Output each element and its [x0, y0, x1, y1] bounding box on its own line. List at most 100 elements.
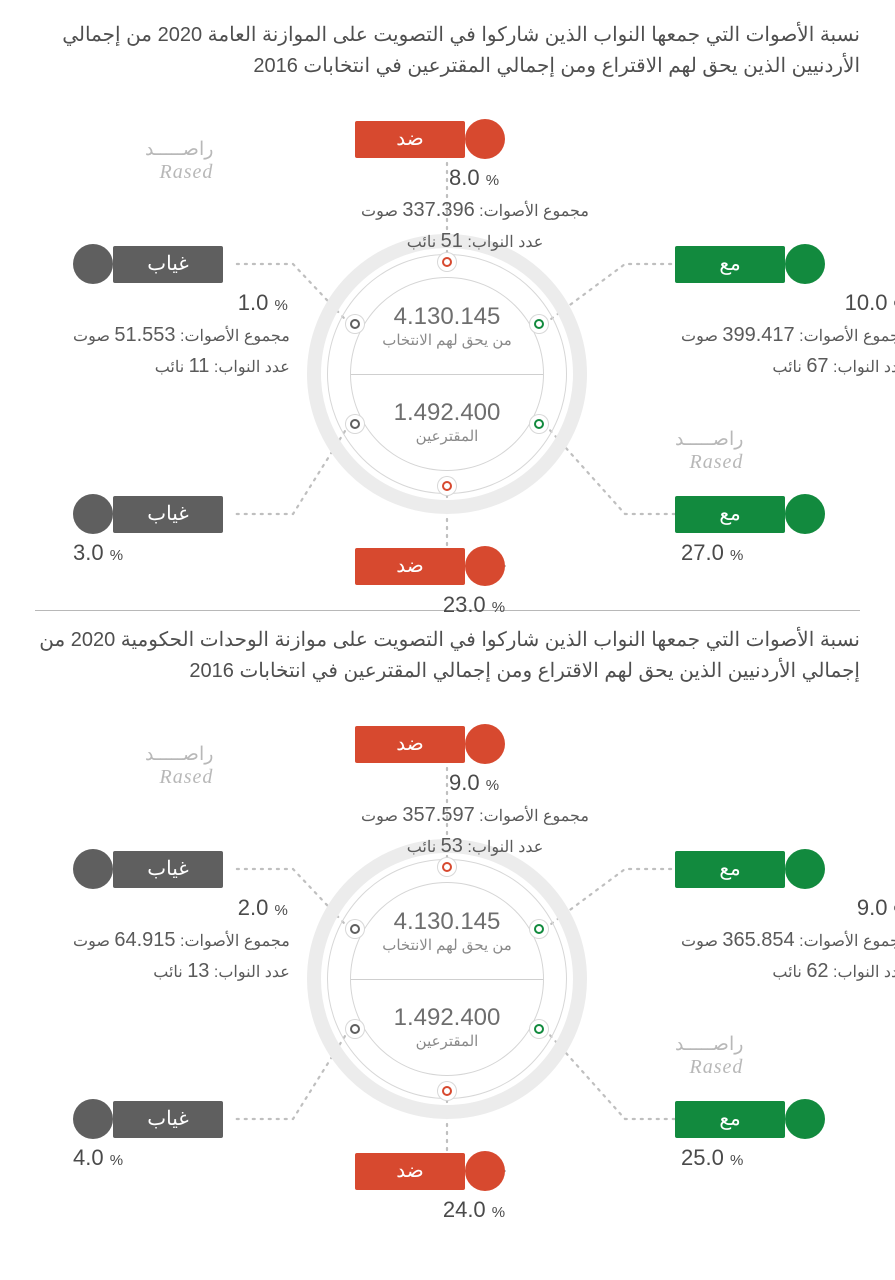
bottom-with-node: مع	[675, 494, 825, 534]
bottom-with-node: مع	[675, 1099, 825, 1139]
pill-label: مع	[719, 503, 740, 525]
top-absent-node: غياب	[73, 244, 223, 284]
with-pill: مع	[675, 246, 785, 283]
pill-label: ضد	[396, 1160, 423, 1182]
against-dot-icon	[465, 1151, 505, 1191]
mini-dot-icon	[346, 920, 364, 938]
top-against-node: ضد	[355, 724, 505, 764]
watermark-bottom: راصـــــد Rased	[675, 1034, 743, 1079]
pill-label: غياب	[147, 253, 188, 275]
against-deputies: عدد النواب: 53 نائب	[345, 831, 605, 862]
with-deputies: عدد النواب: 67 نائب	[681, 351, 895, 382]
absent-pill: غياب	[113, 246, 223, 283]
watermark-top: راصـــــد Rased	[145, 139, 213, 184]
absent-votes: مجموع الأصوات: 64.915 صوت	[73, 925, 290, 956]
pill-label: غياب	[147, 858, 188, 880]
with-dot-icon	[785, 1099, 825, 1139]
bottom-against-stats: 24.0 %	[345, 1193, 605, 1227]
against-pill: ضد	[355, 548, 465, 585]
bottom-with-stats: 27.0 %	[681, 536, 745, 570]
against-deputies: عدد النواب: 51 نائب	[345, 226, 605, 257]
pill-label: مع	[719, 858, 740, 880]
with-pill: مع	[675, 851, 785, 888]
against-pct: 8.0 %	[449, 161, 501, 195]
top-with-node: مع	[675, 244, 825, 284]
section-1: نسبة الأصوات التي جمعها النواب الذين شار…	[35, 625, 860, 1209]
with-pill: مع	[675, 1101, 785, 1138]
mini-dot-icon	[530, 315, 548, 333]
absent-dot-icon	[73, 244, 113, 284]
center-eligible: 4.130.145 من يحق لهم الانتخاب	[351, 883, 543, 979]
watermark-bottom: راصـــــد Rased	[675, 429, 743, 474]
absent-pct: 2.0 %	[238, 891, 290, 925]
with-pct: 27.0 %	[681, 536, 745, 570]
bottom-against-stats: 23.0 %	[345, 588, 605, 622]
section-0: نسبة الأصوات التي جمعها النواب الذين شار…	[35, 20, 860, 604]
top-against-stats: 9.0 % مجموع الأصوات: 357.597 صوت عدد الن…	[345, 766, 605, 862]
top-absent-stats: 2.0 % مجموع الأصوات: 64.915 صوت عدد النو…	[73, 891, 290, 987]
absent-dot-icon	[73, 494, 113, 534]
absent-dot-icon	[73, 849, 113, 889]
against-dot-icon	[465, 546, 505, 586]
bottom-absent-node: غياب	[73, 1099, 223, 1139]
pill-label: مع	[719, 253, 740, 275]
top-absent-stats: 1.0 % مجموع الأصوات: 51.553 صوت عدد النو…	[73, 286, 290, 382]
with-votes: مجموع الأصوات: 399.417 صوت	[681, 320, 895, 351]
absent-pct: 4.0 %	[73, 1141, 125, 1175]
absent-pill: غياب	[113, 851, 223, 888]
mini-dot-icon	[346, 315, 364, 333]
pill-label: غياب	[147, 503, 188, 525]
against-pill: ضد	[355, 1153, 465, 1190]
center-voters: 1.492.400 المقترعين	[351, 375, 543, 471]
bottom-against-node: ضد	[355, 1151, 505, 1191]
against-pct: 24.0 %	[443, 1193, 507, 1227]
against-votes: مجموع الأصوات: 357.597 صوت	[345, 800, 605, 831]
absent-pill: غياب	[113, 1101, 223, 1138]
against-dot-icon	[465, 724, 505, 764]
against-votes: مجموع الأصوات: 337.396 صوت	[345, 195, 605, 226]
with-pct: 10.0 %	[845, 286, 895, 320]
with-dot-icon	[785, 244, 825, 284]
against-pill: ضد	[355, 726, 465, 763]
pill-label: ضد	[396, 555, 423, 577]
bottom-absent-stats: 3.0 %	[73, 536, 125, 570]
bottom-against-node: ضد	[355, 546, 505, 586]
pill-label: مع	[719, 1108, 740, 1130]
bottom-absent-node: غياب	[73, 494, 223, 534]
against-pill: ضد	[355, 121, 465, 158]
center-circle: 4.130.145 من يحق لهم الانتخاب 1.492.400 …	[351, 278, 543, 470]
watermark-top: راصـــــد Rased	[145, 744, 213, 789]
bottom-with-stats: 25.0 %	[681, 1141, 745, 1175]
top-with-stats: 10.0 % مجموع الأصوات: 399.417 صوت عدد ال…	[681, 286, 895, 382]
mini-dot-icon	[530, 920, 548, 938]
pill-label: ضد	[396, 733, 423, 755]
center-circle: 4.130.145 من يحق لهم الانتخاب 1.492.400 …	[351, 883, 543, 1075]
top-against-stats: 8.0 % مجموع الأصوات: 337.396 صوت عدد الن…	[345, 161, 605, 257]
center-eligible: 4.130.145 من يحق لهم الانتخاب	[351, 278, 543, 374]
against-dot-icon	[465, 119, 505, 159]
pill-label: ضد	[396, 128, 423, 150]
center-voters: 1.492.400 المقترعين	[351, 980, 543, 1076]
top-against-node: ضد	[355, 119, 505, 159]
diagram: راصـــــد Rased راصـــــد Rased	[35, 699, 860, 1209]
with-dot-icon	[785, 849, 825, 889]
with-pct: 25.0 %	[681, 1141, 745, 1175]
pill-label: غياب	[147, 1108, 188, 1130]
mini-dot-icon	[438, 477, 456, 495]
absent-deputies: عدد النواب: 13 نائب	[73, 956, 290, 987]
absent-pct: 1.0 %	[238, 286, 290, 320]
with-votes: مجموع الأصوات: 365.854 صوت	[681, 925, 895, 956]
absent-dot-icon	[73, 1099, 113, 1139]
top-with-node: مع	[675, 849, 825, 889]
against-pct: 23.0 %	[443, 588, 507, 622]
mini-dot-icon	[438, 1082, 456, 1100]
absent-deputies: عدد النواب: 11 نائب	[73, 351, 290, 382]
top-with-stats: 9.0 % مجموع الأصوات: 365.854 صوت عدد الن…	[681, 891, 895, 987]
with-pct: 9.0 %	[857, 891, 895, 925]
section-title: نسبة الأصوات التي جمعها النواب الذين شار…	[35, 20, 860, 82]
against-pct: 9.0 %	[449, 766, 501, 800]
absent-pill: غياب	[113, 496, 223, 533]
absent-votes: مجموع الأصوات: 51.553 صوت	[73, 320, 290, 351]
absent-pct: 3.0 %	[73, 536, 125, 570]
with-deputies: عدد النواب: 62 نائب	[681, 956, 895, 987]
